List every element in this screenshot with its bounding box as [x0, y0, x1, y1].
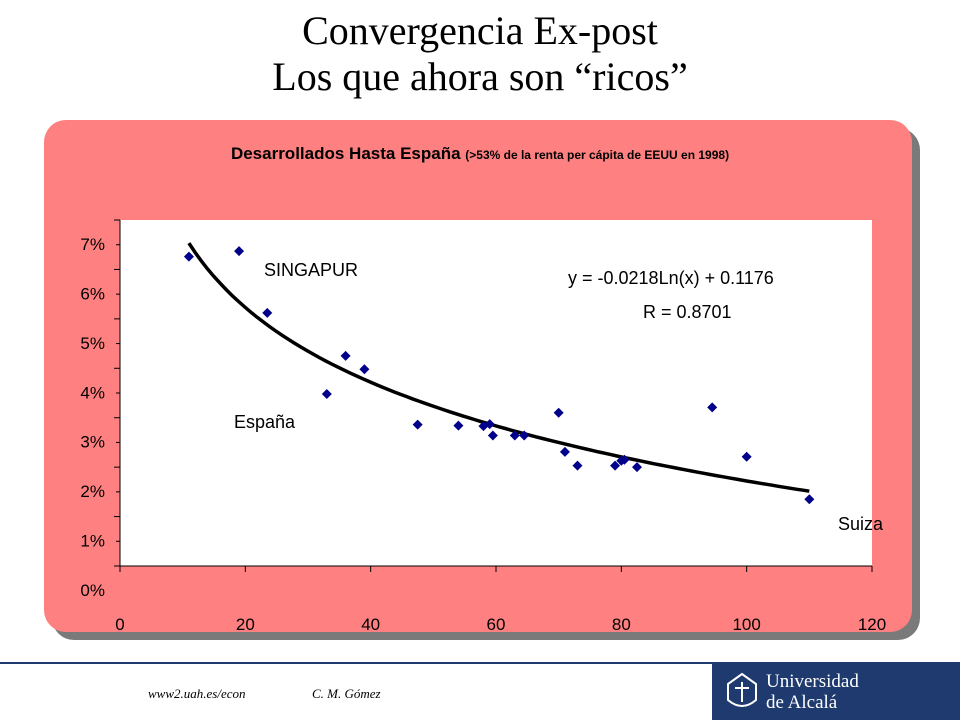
data-point	[619, 454, 630, 465]
x-tick-label: 100	[732, 615, 760, 634]
data-point	[359, 364, 370, 375]
data-point	[707, 402, 718, 413]
data-point	[262, 307, 273, 318]
logo-line2: de Alcalá	[766, 692, 838, 713]
data-point	[487, 430, 498, 441]
footer-url[interactable]: www2.uah.es/econ	[148, 686, 246, 701]
data-point	[340, 350, 351, 361]
x-tick-label: 60	[487, 615, 506, 634]
data-point	[234, 246, 245, 257]
y-tick-label: 1%	[80, 532, 105, 551]
data-point	[572, 460, 583, 471]
y-tick-label: 7%	[80, 235, 105, 254]
footer-divider	[0, 662, 960, 664]
data-point	[509, 430, 520, 441]
footer-author: C. M. Gómez	[312, 686, 381, 701]
x-tick-label: 120	[858, 615, 886, 634]
annotation-espana: España	[234, 412, 296, 432]
chart-title-main: Desarrollados Hasta España	[230, 144, 461, 163]
university-logo	[712, 664, 960, 720]
data-point	[741, 451, 752, 462]
y-tick-label: 3%	[80, 433, 105, 452]
logo-text: Universidad de Alcalá	[766, 671, 956, 713]
data-point	[484, 419, 495, 430]
y-tick-label: 5%	[80, 334, 105, 353]
logo-line1: Universidad	[766, 671, 859, 692]
slide-title-line1: Convergencia Ex-post	[302, 8, 658, 53]
data-point	[321, 388, 332, 399]
y-tick-label: 6%	[80, 284, 105, 303]
data-point	[453, 420, 464, 431]
data-point	[632, 462, 642, 473]
trendline-equation: y = -0.0218Ln(x) + 0.1176	[568, 268, 774, 288]
crest-icon	[727, 672, 757, 707]
data-point	[804, 494, 815, 505]
r-squared-label: R = 0.8701	[643, 302, 732, 322]
x-tick-label: 0	[115, 615, 124, 634]
data-point	[559, 446, 570, 457]
annotation-singapur: SINGAPUR	[264, 260, 358, 280]
data-point	[183, 251, 194, 262]
slide-title-line2: Los que ahora son “ricos”	[272, 54, 688, 99]
plot-area	[120, 220, 872, 566]
chart-subtitle: (>53% de la renta per cápita de EEUU en …	[465, 148, 730, 162]
data-point	[553, 407, 564, 418]
slide-title: Convergencia Ex-post Los que ahora son “…	[0, 8, 960, 100]
y-tick-label: 0%	[80, 581, 105, 600]
annotation-suiza: Suiza	[838, 514, 884, 534]
y-tick-label: 2%	[80, 482, 105, 501]
trend-line	[187, 242, 810, 493]
data-point	[610, 460, 621, 471]
chart-title: Desarrollados Hasta España (>53% de la r…	[0, 144, 960, 164]
y-tick-label: 4%	[80, 383, 105, 402]
x-tick-label: 40	[361, 615, 380, 634]
data-point	[519, 430, 530, 441]
data-point	[412, 419, 423, 430]
x-tick-label: 20	[236, 615, 255, 634]
x-tick-label: 80	[612, 615, 631, 634]
